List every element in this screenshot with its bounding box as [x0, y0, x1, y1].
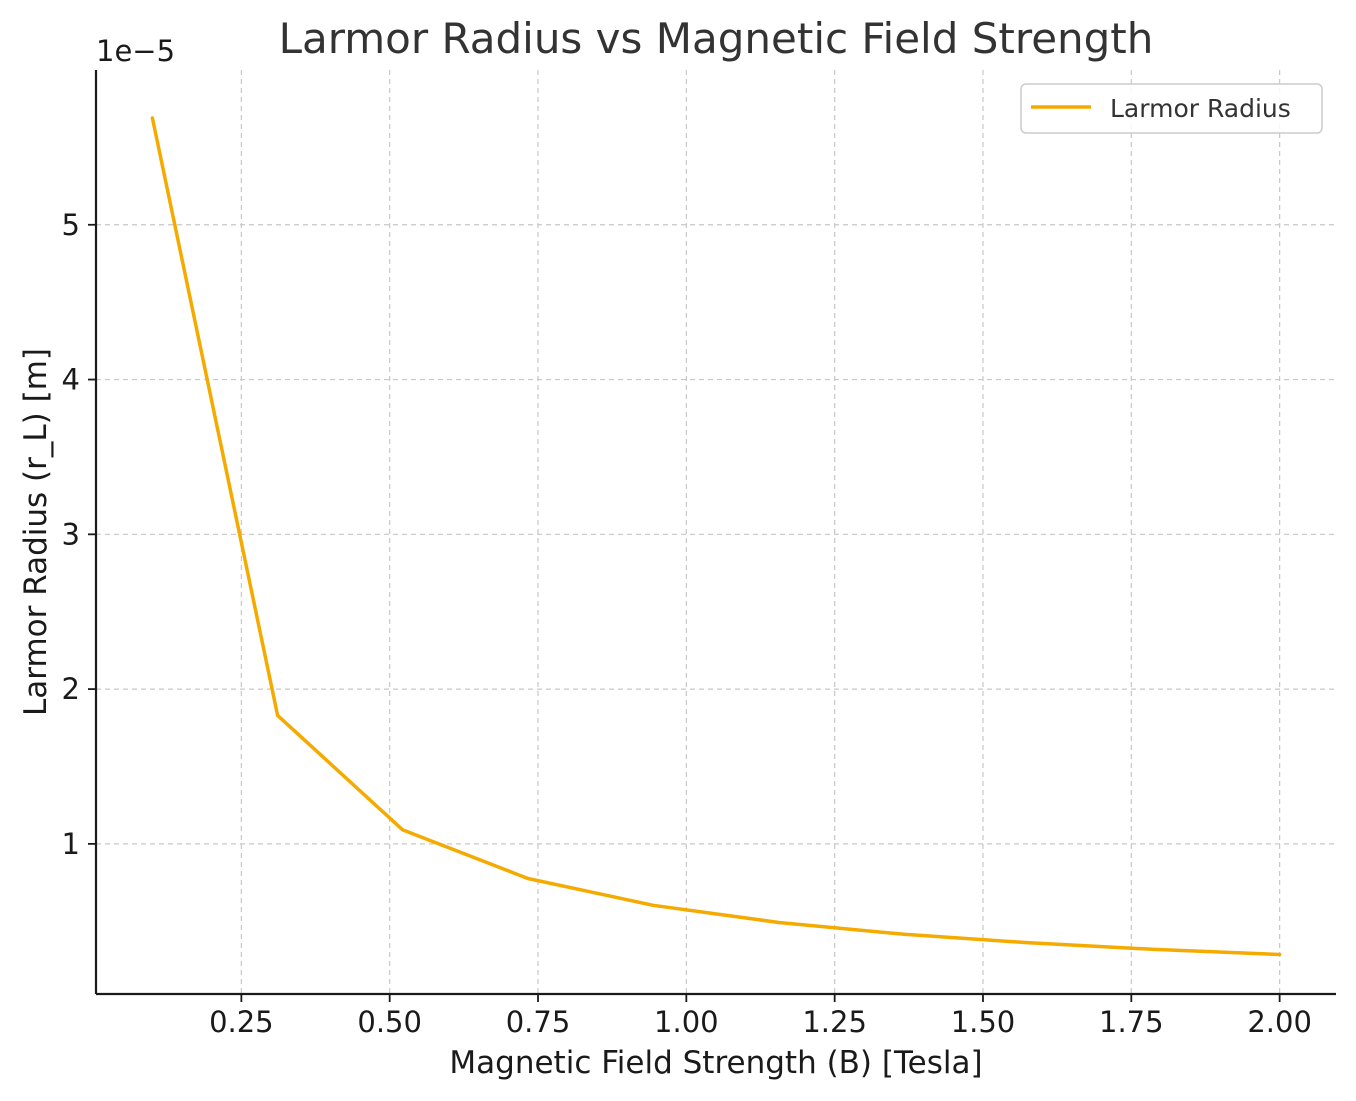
y-tick-label: 3 — [62, 517, 80, 551]
x-tick-label: 0.25 — [209, 1005, 274, 1039]
y-tick-label: 1 — [62, 827, 80, 861]
x-tick-label: 0.75 — [506, 1005, 571, 1039]
x-ticks: 0.25 0.50 0.75 1.00 1.25 1.50 1.75 2.00 — [209, 994, 1312, 1039]
legend-box — [1020, 83, 1323, 134]
x-axis-label: Magnetic Field Strength (B) [Tesla] — [449, 1045, 982, 1081]
y-tick-label: 4 — [62, 363, 80, 397]
series-layer — [150, 116, 1282, 957]
x-tick-label: 1.25 — [802, 1005, 867, 1039]
y-tick-label: 5 — [62, 208, 80, 242]
x-tick-label: 1.00 — [654, 1005, 719, 1039]
legend: Larmor Radius — [1020, 83, 1323, 134]
y-tick-label: 2 — [62, 672, 80, 706]
x-tick-label: 2.00 — [1247, 1005, 1312, 1039]
x-tick-label: 1.75 — [1099, 1005, 1164, 1039]
y-ticks: 1 2 3 4 5 — [62, 208, 96, 861]
axes — [94, 70, 1336, 996]
y-axis-label: Larmor Radius (r_L) [m] — [18, 348, 54, 716]
x-tick-label: 1.50 — [951, 1005, 1016, 1039]
series-line-larmor-radius — [150, 116, 1282, 957]
legend-label-larmor-radius: Larmor Radius — [1110, 94, 1291, 123]
chart-title: Larmor Radius vs Magnetic Field Strength — [279, 14, 1154, 63]
x-tick-label: 0.50 — [357, 1005, 422, 1039]
y-axis-offset-label: 1e−5 — [96, 34, 175, 68]
grid-lines — [96, 70, 1336, 994]
